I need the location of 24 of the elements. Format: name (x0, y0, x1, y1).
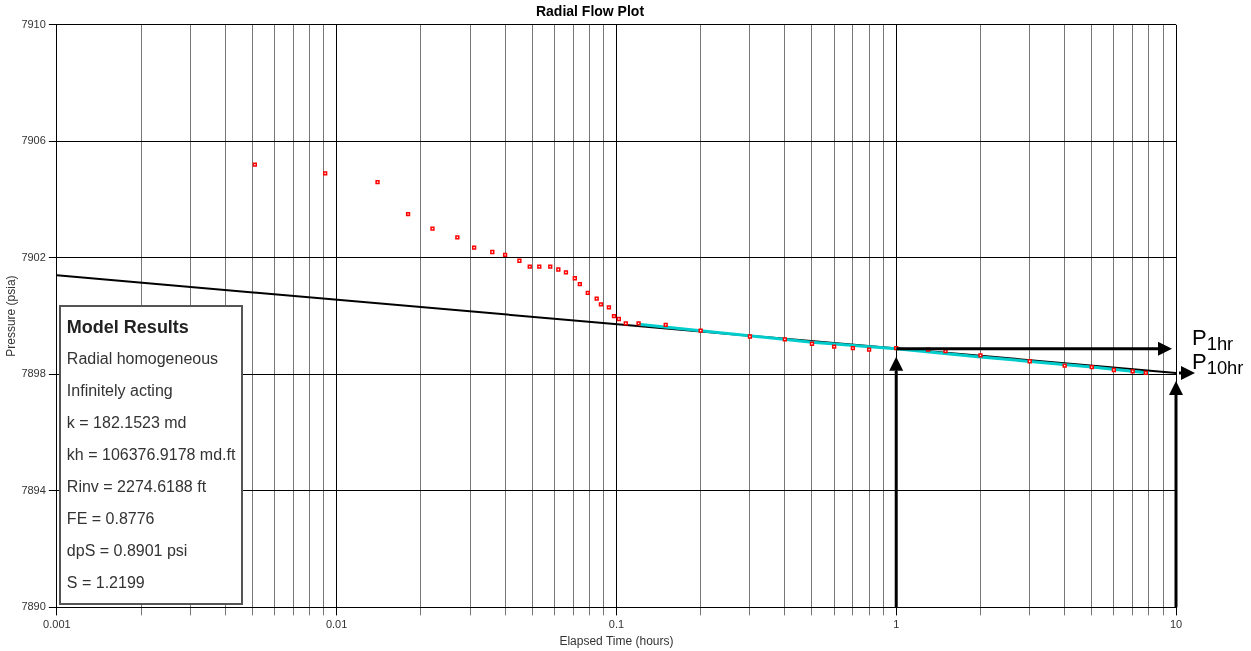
x-tick-label: 0.1 (608, 618, 625, 631)
y-tick-label: 7902 (21, 250, 46, 263)
ref-line-label: P$_{1hr}$ (1192, 324, 1234, 355)
y-tick-label: 7906 (21, 134, 46, 147)
y-tick-label: 7894 (21, 483, 46, 496)
x-axis-title: Elapsed Time (hours) (559, 634, 674, 649)
y-axis-title: Pressure (psia) (3, 275, 18, 357)
x-tick-label: 1 (893, 618, 900, 631)
annotation: Infinitely acting (66, 381, 174, 402)
y-tick-label: 7910 (21, 17, 46, 30)
y-tick-label: 7890 (21, 600, 46, 613)
annotation: dpS = 0.8901 psi (66, 541, 189, 562)
chart-title: Radial Flow Plot (535, 3, 645, 20)
x-tick-label: 10 (1169, 618, 1183, 631)
annotation: Rinv = 2274.6188 ft (66, 477, 208, 498)
annotation: S = 1.2199 (66, 573, 146, 594)
annotation: Radial homogeneous (66, 349, 220, 370)
x-tick-label: 0.01 (325, 618, 348, 631)
annotation: Model Results (66, 316, 190, 340)
annotation: FE = 0.8776 (66, 509, 156, 530)
y-tick-label: 7898 (21, 367, 46, 380)
annotation: kh = 106376.9178 md.ft (66, 445, 236, 466)
annotation: k = 182.1523 md (66, 413, 188, 434)
x-tick-label: 0.001 (43, 618, 71, 631)
